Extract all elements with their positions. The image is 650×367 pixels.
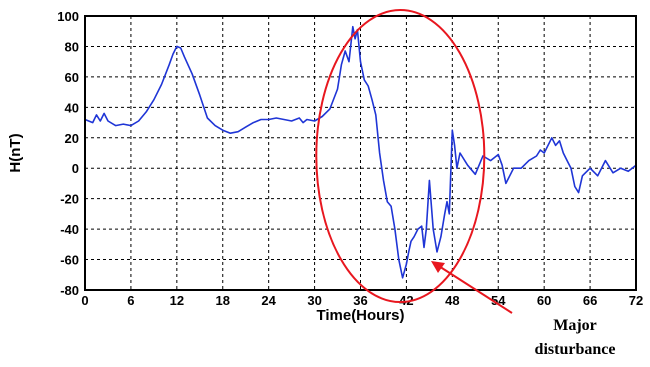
- annotation-line-2: disturbance: [535, 341, 616, 358]
- y-tick-label: -20: [60, 192, 79, 207]
- y-tick-label: 20: [65, 131, 79, 146]
- y-tick-label: -40: [60, 222, 79, 237]
- x-tick-label: 66: [583, 293, 597, 308]
- x-tick-label: 0: [81, 293, 88, 308]
- arrow-shaft: [437, 264, 513, 314]
- x-tick-label: 72: [629, 293, 643, 308]
- y-axis-label: H(nT): [7, 133, 24, 172]
- y-tick-label: 40: [65, 100, 79, 115]
- x-tick-label: 18: [216, 293, 230, 308]
- x-tick-label: 48: [445, 293, 459, 308]
- series-layer: [84, 25, 637, 279]
- y-tick-label: 0: [72, 161, 79, 176]
- annotation-line-1: Major: [553, 317, 597, 334]
- x-tick-label: 36: [353, 293, 367, 308]
- plot-frame: [84, 15, 637, 291]
- x-tick-labels: 0 6 12 18 24 30 36 42 48 54 60 66 72: [81, 293, 643, 308]
- y-tick-label: -60: [60, 253, 79, 268]
- x-tick-label: 42: [399, 293, 413, 308]
- x-tick-label: 6: [127, 293, 134, 308]
- y-tick-label: -80: [60, 283, 79, 298]
- x-tick-label: 12: [170, 293, 184, 308]
- x-tick-label: 30: [307, 293, 321, 308]
- arrow-head: [431, 261, 445, 273]
- x-tick-label: 54: [491, 293, 506, 308]
- series-line-0: [84, 25, 637, 279]
- x-axis-label: Time(Hours): [316, 307, 404, 324]
- y-tick-label: 80: [65, 39, 79, 54]
- x-tick-label: 24: [261, 293, 276, 308]
- y-tick-label: 100: [57, 9, 79, 24]
- y-tick-labels: -80 -60 -40 -20 0 20 40 60 80 100: [57, 9, 79, 298]
- disturbance-ellipse: [315, 9, 486, 304]
- x-tick-label: 60: [537, 293, 551, 308]
- y-tick-label: 60: [65, 70, 79, 85]
- annotation-arrow: [431, 261, 513, 314]
